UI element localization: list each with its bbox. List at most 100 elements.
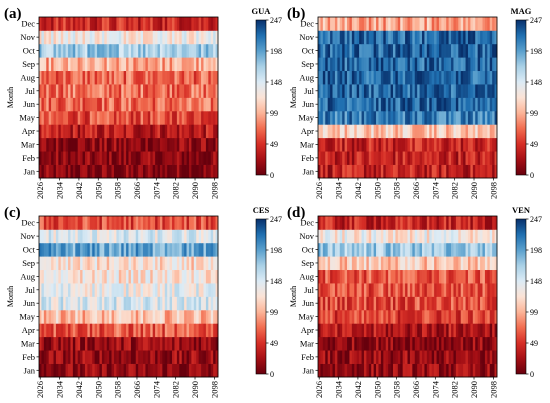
heatmap-cell (443, 30, 447, 45)
heatmap-cell (400, 110, 404, 125)
heatmap-cell (434, 43, 437, 58)
heatmap-cell (455, 110, 459, 125)
heatmap-cell (351, 43, 355, 58)
heatmap-cell (467, 110, 471, 125)
heatmap-cell (60, 137, 64, 152)
heatmap-cell (431, 256, 435, 271)
heatmap-cell (162, 242, 166, 257)
heatmap-cell (480, 43, 483, 58)
heatmap-cell (392, 151, 396, 165)
heatmap-cell (150, 216, 154, 230)
heatmap-cell (448, 350, 452, 364)
heatmap-cell (446, 57, 449, 72)
heatmap-cell (201, 43, 204, 58)
heatmap-cell (349, 124, 353, 139)
heatmap-cell (126, 242, 129, 257)
heatmap-cell (351, 323, 355, 338)
heatmap-cell (337, 164, 341, 179)
heatmap-cell (203, 43, 207, 58)
heatmap-cell (72, 216, 76, 230)
month-tick-label: Jun (302, 99, 315, 109)
heatmap-cell (147, 336, 151, 351)
heatmap-cell (356, 336, 360, 351)
heatmap-cell (325, 283, 329, 297)
heatmap-cell (443, 296, 447, 311)
heatmap-cell (181, 283, 185, 297)
heatmap-cell (208, 309, 212, 324)
heatmap-cell (198, 242, 202, 257)
heatmap-cell (75, 57, 79, 72)
heatmap-cell (147, 151, 151, 165)
heatmap-cell (196, 43, 199, 58)
colorbar (515, 19, 527, 176)
heatmap-cell (482, 70, 486, 85)
heatmap-cell (458, 57, 462, 72)
heatmap-cell (477, 30, 481, 45)
heatmap-cell (150, 70, 154, 85)
heatmap-cell (480, 17, 483, 31)
heatmap-cell (191, 17, 195, 31)
heatmap-cell (164, 256, 168, 271)
heatmap-cell (118, 17, 122, 31)
heatmap-cell (342, 97, 345, 112)
heatmap-cell (412, 97, 416, 112)
heatmap-cell (480, 137, 483, 152)
heatmap-cell (77, 17, 81, 31)
heatmap-cell (133, 137, 137, 152)
heatmap-cell (145, 164, 149, 179)
heatmap-cell (174, 57, 178, 72)
heatmap-cell (376, 350, 379, 364)
heatmap-cell (431, 17, 435, 31)
heatmap-cell (84, 124, 88, 139)
heatmap-cell (368, 363, 372, 378)
heatmap-cell (458, 137, 462, 152)
heatmap-cell (484, 350, 488, 364)
heatmap-cell (193, 296, 197, 311)
heatmap-cell (412, 242, 416, 257)
heatmap-cell (334, 336, 338, 351)
heatmap-cell (147, 110, 151, 125)
heatmap-cell (383, 283, 387, 297)
heatmap-cell (397, 242, 401, 257)
heatmap-cell (392, 30, 396, 45)
heatmap-cell (133, 17, 137, 31)
heatmap-cell (342, 309, 345, 324)
heatmap-cell (80, 43, 83, 58)
heatmap-cell (409, 164, 413, 179)
heatmap-cell (68, 363, 71, 378)
heatmap-cell (55, 363, 59, 378)
heatmap-cell (109, 229, 112, 244)
heatmap-cell (342, 110, 345, 125)
heatmap-cell (419, 97, 423, 112)
heatmap-cell (480, 57, 483, 72)
heatmap-cell (378, 84, 382, 98)
heatmap-cell (429, 363, 433, 378)
year-tick-label: 2082 (171, 381, 181, 398)
heatmap-cell (152, 269, 156, 284)
heatmap-cell (126, 70, 129, 85)
heatmap-cell (446, 296, 449, 311)
heatmap-cell (174, 164, 178, 179)
heatmap-cell (339, 17, 343, 31)
heatmap-cell (87, 242, 91, 257)
heatmap-cell (184, 84, 187, 98)
heatmap-cell (453, 336, 457, 351)
heatmap-cell (361, 164, 365, 179)
heatmap-cell (494, 17, 498, 31)
heatmap-cell (150, 323, 154, 338)
heatmap-cell (80, 124, 83, 139)
heatmap-cell (332, 57, 336, 72)
heatmap-cell (193, 216, 197, 230)
heatmap-cell (46, 164, 50, 179)
heatmap-cell (157, 110, 161, 125)
month-tick-label: Mar (21, 139, 35, 149)
heatmap-cell (213, 216, 216, 230)
heatmap-cell (330, 43, 333, 58)
heatmap-cell (41, 57, 45, 72)
heatmap-cell (482, 363, 486, 378)
heatmap-cell (179, 164, 183, 179)
heatmap-cell (361, 350, 365, 364)
heatmap-cell (451, 43, 454, 58)
heatmap-cell (489, 164, 493, 179)
heatmap-cell (126, 283, 129, 297)
